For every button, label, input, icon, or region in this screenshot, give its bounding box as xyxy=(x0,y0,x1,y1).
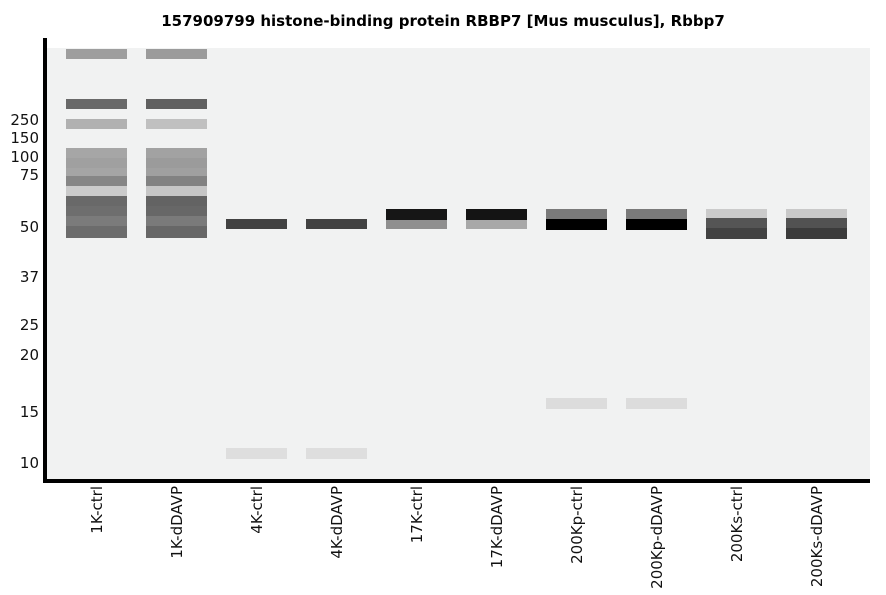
gel-band xyxy=(66,206,127,216)
gel-band xyxy=(146,158,207,168)
gel-band xyxy=(66,119,127,129)
gel-band xyxy=(146,49,207,59)
gel-band xyxy=(546,398,607,409)
gel-band xyxy=(66,158,127,168)
gel-band xyxy=(226,448,287,459)
gel-band xyxy=(546,219,607,230)
gel-band xyxy=(706,218,767,228)
gel-band xyxy=(706,228,767,239)
lane-label: 200Kp-ctrl xyxy=(567,486,586,564)
lane-label: 200Kp-dDAVP xyxy=(647,486,666,589)
y-axis-line xyxy=(43,38,47,483)
y-tick-label: 10 xyxy=(19,454,39,472)
gel-band xyxy=(66,99,127,109)
gel-band xyxy=(66,168,127,176)
gel-band xyxy=(306,219,367,229)
gel-band xyxy=(66,49,127,59)
gel-band xyxy=(146,99,207,109)
lane-label: 1K-ctrl xyxy=(87,486,106,534)
gel-band xyxy=(386,209,447,220)
plot-area xyxy=(47,48,870,479)
gel-band xyxy=(546,209,607,219)
gel-band xyxy=(146,148,207,158)
gel-band xyxy=(786,209,847,218)
gel-band xyxy=(626,209,687,219)
gel-band xyxy=(146,168,207,176)
gel-band xyxy=(146,206,207,216)
lane-label: 4K-ctrl xyxy=(247,486,266,534)
y-tick-label: 50 xyxy=(19,218,39,236)
gel-band xyxy=(306,448,367,459)
gel-band xyxy=(786,228,847,239)
gel-band xyxy=(706,209,767,218)
gel-band xyxy=(66,176,127,186)
gel-band xyxy=(626,398,687,409)
lane-label: 200Ks-ctrl xyxy=(727,486,746,563)
gel-band xyxy=(626,219,687,230)
figure-title: 157909799 histone-binding protein RBBP7 … xyxy=(161,12,725,30)
y-tick-label: 100 xyxy=(10,148,39,166)
lane-label: 1K-dDAVP xyxy=(167,486,186,559)
lane-label: 17K-ctrl xyxy=(407,486,426,544)
gel-band xyxy=(66,186,127,196)
lane-label: 17K-dDAVP xyxy=(487,486,506,569)
gel-band xyxy=(146,186,207,196)
gel-band xyxy=(146,176,207,186)
gel-band xyxy=(66,148,127,158)
gel-band xyxy=(146,196,207,206)
gel-band xyxy=(146,216,207,226)
lane-label: 4K-dDAVP xyxy=(327,486,346,559)
gel-band xyxy=(66,216,127,226)
lane-label: 200Ks-dDAVP xyxy=(807,486,826,588)
gel-band xyxy=(146,226,207,238)
y-tick-label: 37 xyxy=(19,268,39,286)
y-tick-label: 20 xyxy=(19,346,39,364)
gel-band xyxy=(146,119,207,129)
gel-band xyxy=(466,209,527,220)
gel-band xyxy=(226,219,287,229)
x-axis-line xyxy=(43,479,870,483)
gel-band xyxy=(786,218,847,228)
y-tick-label: 25 xyxy=(19,316,39,334)
gel-band xyxy=(466,220,527,229)
y-tick-label: 75 xyxy=(19,166,39,184)
gel-band xyxy=(66,226,127,238)
gel-band xyxy=(66,196,127,206)
y-tick-label: 150 xyxy=(10,129,39,147)
gel-band xyxy=(386,220,447,229)
y-tick-label: 15 xyxy=(19,403,39,421)
y-tick-label: 250 xyxy=(10,111,39,129)
